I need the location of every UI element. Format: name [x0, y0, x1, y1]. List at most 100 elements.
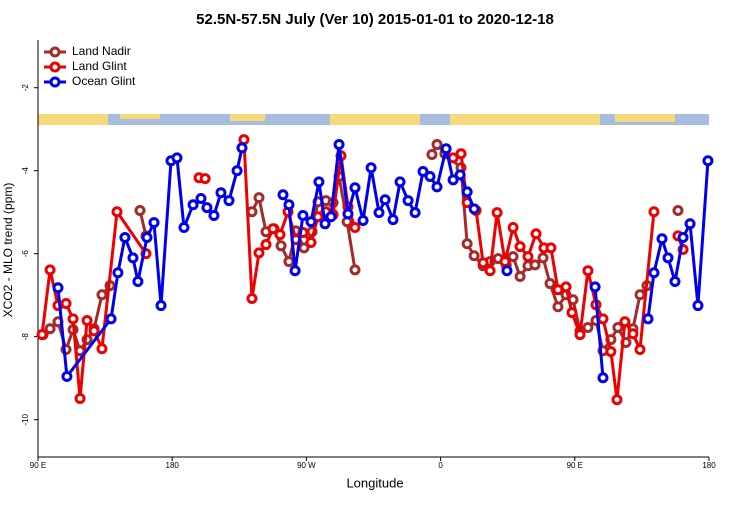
data-point: [394, 176, 406, 188]
data-point: [461, 238, 473, 250]
data-point: [96, 343, 108, 355]
data-point: [642, 313, 654, 325]
data-point: [440, 143, 452, 155]
data-point: [105, 313, 117, 325]
data-point: [612, 322, 624, 334]
legend-marker: [49, 61, 61, 73]
data-point: [275, 240, 287, 252]
legend-label: Land Glint: [72, 59, 127, 73]
data-point: [566, 307, 578, 319]
data-point: [468, 203, 480, 215]
data-point: [325, 211, 337, 223]
data-point: [283, 256, 295, 268]
data-point: [426, 149, 438, 161]
data-point: [274, 229, 286, 241]
data-point: [171, 152, 183, 164]
data-point: [491, 207, 503, 219]
data-point: [656, 233, 668, 245]
x-axis-label: Longitude: [346, 475, 403, 490]
data-point: [277, 189, 289, 201]
data-point: [402, 195, 414, 207]
data-point: [501, 265, 513, 277]
data-point: [349, 222, 361, 234]
data-point: [298, 242, 310, 254]
data-point: [134, 205, 146, 217]
data-point: [246, 292, 258, 304]
data-point: [461, 186, 473, 198]
map-strip: [38, 114, 709, 125]
data-point: [52, 282, 64, 294]
data-point: [36, 329, 48, 341]
x-tick-label: 90 W: [297, 461, 316, 470]
data-point: [44, 264, 56, 276]
data-point: [132, 275, 144, 287]
data-point: [692, 300, 704, 312]
data-point: [236, 142, 248, 154]
data-point: [545, 242, 557, 254]
data-point: [81, 314, 93, 326]
data-point: [627, 328, 639, 340]
data-point: [178, 222, 190, 234]
data-point: [88, 325, 100, 337]
data-point: [141, 232, 153, 244]
data-point: [44, 323, 56, 335]
x-tick-label: 90 E: [567, 461, 583, 470]
x-tick-label: 0: [438, 461, 443, 470]
data-point: [289, 265, 301, 277]
data-point: [455, 148, 467, 160]
data-point: [677, 232, 689, 244]
data-point: [373, 207, 385, 219]
data-point: [74, 392, 86, 404]
data-point: [537, 252, 549, 264]
data-point: [333, 139, 345, 151]
data-point: [313, 176, 325, 188]
data-point: [342, 208, 354, 220]
data-point: [409, 207, 421, 219]
data-point: [447, 174, 459, 186]
y-tick-label: -6: [21, 250, 30, 258]
data-point: [514, 271, 526, 283]
data-point: [208, 210, 220, 222]
data-point: [365, 162, 377, 174]
data-point: [111, 206, 123, 218]
data-point: [231, 165, 243, 177]
data-point: [67, 313, 79, 325]
data-point: [305, 216, 317, 228]
data-point: [305, 236, 317, 248]
data-point: [477, 257, 489, 269]
data-point: [312, 211, 324, 223]
data-point: [349, 264, 361, 276]
data-point: [319, 218, 331, 230]
data-point: [582, 265, 594, 277]
data-point: [201, 202, 213, 214]
y-tick-label: -10: [21, 413, 30, 425]
legend-label: Ocean Glint: [72, 74, 136, 88]
data-point: [648, 206, 660, 218]
data-point: [662, 252, 674, 264]
data-point: [619, 316, 631, 328]
data-point: [611, 394, 623, 406]
y-tick-label: -2: [21, 84, 30, 92]
data-point: [349, 182, 361, 194]
data-point: [582, 322, 594, 334]
data-point: [127, 252, 139, 264]
data-point: [684, 218, 696, 230]
data-point: [484, 265, 496, 277]
y-tick-label: -4: [21, 167, 30, 175]
data-point: [702, 155, 714, 167]
data-point: [96, 289, 108, 301]
data-point: [605, 346, 617, 358]
data-point: [119, 232, 131, 244]
data-point: [454, 169, 466, 181]
data-point: [648, 267, 660, 279]
data-point: [530, 228, 542, 240]
data-point: [507, 251, 519, 263]
data-point: [560, 281, 572, 293]
data-point: [112, 267, 124, 279]
data-point: [253, 247, 265, 259]
data-point: [379, 194, 391, 206]
data-point: [424, 171, 436, 183]
data-point: [357, 214, 369, 226]
data-point: [499, 256, 511, 268]
